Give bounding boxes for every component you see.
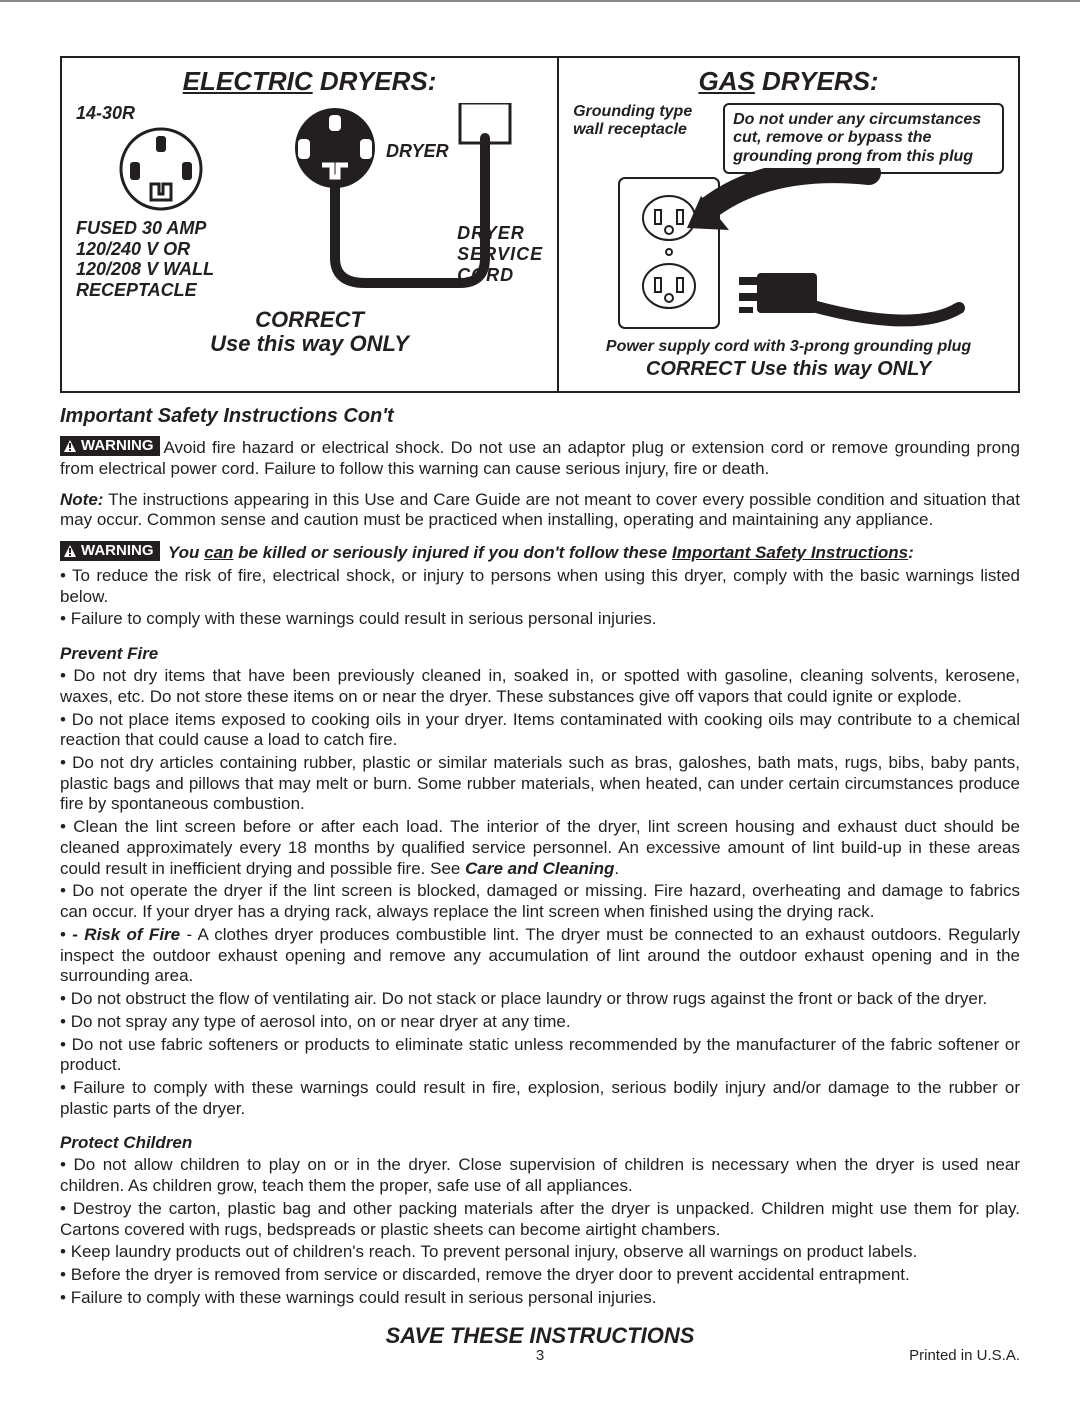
child-text-0: Do not allow children to play on or in t…: [60, 1155, 1020, 1195]
gas-box-note: Do not under any circumstances cut, remo…: [723, 103, 1004, 174]
fire2-bullet-2: • Do not use fabric softeners or product…: [60, 1035, 1020, 1076]
fire-bullet-lint: • Do not operate the dryer if the lint s…: [60, 881, 1020, 922]
warn2-post: :: [908, 543, 914, 562]
fire-bullet-risk: • - Risk of Fire - A clothes dryer produ…: [60, 925, 1020, 987]
printed-in: Printed in U.S.A.: [860, 1347, 1020, 1364]
gas-outlet-plug-icon: [609, 168, 969, 338]
warning-badge-text-2: WARNING: [81, 542, 154, 560]
electric-title-rest: DRYERS:: [313, 66, 437, 96]
fire2-bullet-1: • Do not spray any type of aerosol into,…: [60, 1012, 1020, 1033]
gas-title-rest: DRYERS:: [755, 66, 879, 96]
warning-1-para: WARNING Avoid fire hazard or electrical …: [60, 436, 1020, 479]
fire-risk-bold: - Risk of Fire: [72, 925, 180, 944]
electric-correct-2: Use this way ONLY: [76, 331, 543, 357]
child-text-1: Destroy the carton, plastic bag and othe…: [60, 1199, 1020, 1239]
electric-panel: ELECTRIC DRYERS: 14-30R FUSED 30 AMP 120…: [62, 58, 559, 391]
note-label: Note:: [60, 490, 103, 509]
fire2-bullet-3: • Failure to comply with these warnings …: [60, 1078, 1020, 1119]
note-para: Note: The instructions appearing in this…: [60, 490, 1020, 531]
page: ELECTRIC DRYERS: 14-30R FUSED 30 AMP 120…: [0, 0, 1080, 1404]
warning-2-line: WARNING You can be killed or seriously i…: [60, 541, 1020, 564]
warn2-pre: You: [164, 543, 205, 562]
fire2-text-2: Do not use fabric softeners or products …: [60, 1035, 1020, 1075]
child-bullet-3: • Before the dryer is removed from servi…: [60, 1265, 1020, 1286]
warning-badge-2: WARNING: [60, 541, 160, 561]
alert-triangle-icon: [63, 544, 77, 558]
note-text: The instructions appearing in this Use a…: [60, 490, 1020, 530]
protect-children-head: Protect Children: [60, 1133, 1020, 1153]
top-bullet-0-text: To reduce the risk of fire, electrical s…: [60, 566, 1020, 606]
fire-bullet-2-text: Do not dry articles containing rubber, p…: [60, 753, 1020, 813]
gas-title-underlined: GAS: [698, 66, 754, 96]
fire-bullet-0: • Do not dry items that have been previo…: [60, 666, 1020, 707]
fire-bullet-care: • Clean the lint screen before or after …: [60, 817, 1020, 879]
service-cord-label: DRYER SERVICE CORD: [457, 223, 543, 286]
diagram-block: ELECTRIC DRYERS: 14-30R FUSED 30 AMP 120…: [60, 56, 1020, 393]
top-bullet-1-text: Failure to comply with these warnings co…: [71, 609, 657, 628]
electric-correct-1: CORRECT: [76, 307, 543, 333]
fire2-bullet-0: • Do not obstruct the flow of ventilatin…: [60, 989, 1020, 1010]
gas-ground-label: Grounding type wall receptacle: [573, 103, 713, 138]
top-bullet-0: • To reduce the risk of fire, electrical…: [60, 566, 1020, 607]
fire-lint-text: Do not operate the dryer if the lint scr…: [60, 881, 1020, 921]
fire-care-bold: Care and Cleaning: [465, 859, 614, 878]
dryer-label: DRYER: [386, 141, 449, 162]
warning-1-text: Avoid fire hazard or electrical shock. D…: [60, 438, 1020, 478]
fire2-text-3: Failure to comply with these warnings co…: [60, 1078, 1020, 1118]
alert-triangle-icon: [63, 439, 77, 453]
child-bullet-4: • Failure to comply with these warnings …: [60, 1288, 1020, 1309]
save-instructions: SAVE THESE INSTRUCTIONS: [220, 1323, 860, 1349]
recept-model: 14-30R: [76, 103, 246, 124]
fire-bullet-1: • Do not place items exposed to cooking …: [60, 710, 1020, 751]
warn2-mid: be killed or seriously injured if you do…: [233, 543, 672, 562]
warn2-can: can: [204, 543, 233, 562]
footer: SAVE THESE INSTRUCTIONS 3 Printed in U.S…: [60, 1323, 1020, 1364]
warning-badge-text: WARNING: [81, 437, 154, 455]
gas-title: GAS DRYERS:: [573, 66, 1004, 97]
fire2-text-0: Do not obstruct the flow of ventilating …: [71, 989, 988, 1008]
receptacle-4wire-icon: [116, 124, 206, 214]
fire-bullet-0-text: Do not dry items that have been previous…: [60, 666, 1020, 706]
child-text-3: Before the dryer is removed from service…: [71, 1265, 910, 1284]
warning-badge: WARNING: [60, 436, 160, 456]
top-bullet-1: • Failure to comply with these warnings …: [60, 609, 1020, 630]
child-text-4: Failure to comply with these warnings co…: [71, 1288, 657, 1307]
fire-bullet-2: • Do not dry articles containing rubber,…: [60, 753, 1020, 815]
gas-panel: GAS DRYERS: Grounding type wall receptac…: [559, 58, 1018, 391]
child-bullet-2: • Keep laundry products out of children'…: [60, 1242, 1020, 1263]
section-heading: Important Safety Instructions Con't: [60, 405, 1020, 428]
prevent-fire-head: Prevent Fire: [60, 644, 1020, 664]
fused-label: FUSED 30 AMP 120/240 V OR 120/208 V WALL…: [76, 218, 246, 301]
gas-correct: CORRECT Use this way ONLY: [573, 358, 1004, 381]
fire2-text-1: Do not spray any type of aerosol into, o…: [71, 1012, 571, 1031]
page-number: 3: [220, 1347, 860, 1364]
gas-cord-label: Power supply cord with 3-prong grounding…: [573, 338, 1004, 356]
electric-title-underlined: ELECTRIC: [183, 66, 313, 96]
child-bullet-1: • Destroy the carton, plastic bag and ot…: [60, 1199, 1020, 1240]
warn2-link: Important Safety Instructions: [672, 543, 908, 562]
child-text-2: Keep laundry products out of children's …: [71, 1242, 918, 1261]
fire-risk-rest: - A clothes dryer produces combustible l…: [60, 925, 1020, 985]
child-bullet-0: • Do not allow children to play on or in…: [60, 1155, 1020, 1196]
fire-care-post: .: [614, 859, 619, 878]
electric-title: ELECTRIC DRYERS:: [76, 66, 543, 97]
fire-bullet-1-text: Do not place items exposed to cooking oi…: [60, 710, 1020, 750]
